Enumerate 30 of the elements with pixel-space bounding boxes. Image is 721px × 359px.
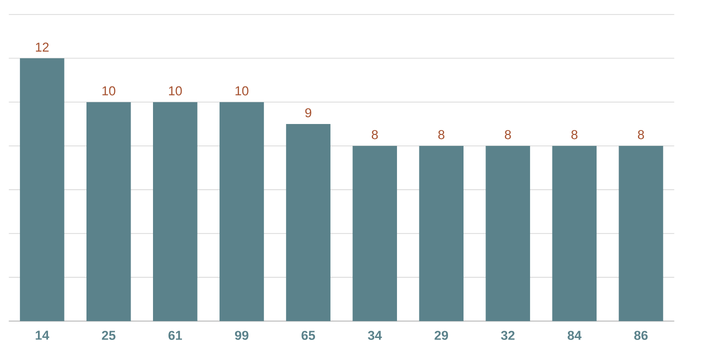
bar xyxy=(20,58,64,322)
bar xyxy=(352,146,397,322)
bar xyxy=(419,146,464,322)
bar xyxy=(220,102,264,322)
bar xyxy=(552,146,597,322)
data-label: 8 xyxy=(372,130,378,140)
x-tick-label: 84 xyxy=(568,330,582,340)
data-label: 8 xyxy=(504,130,511,140)
data-label: 9 xyxy=(305,108,312,118)
bar xyxy=(286,124,330,322)
x-tick-label: 61 xyxy=(168,330,182,340)
bar xyxy=(618,146,664,322)
data-label: 8 xyxy=(571,130,578,140)
x-tick-label: 29 xyxy=(434,330,448,340)
x-tick-label: 25 xyxy=(102,330,116,340)
x-tick-label: 32 xyxy=(501,330,515,340)
x-tick-label: 14 xyxy=(36,330,50,340)
bar xyxy=(486,146,530,322)
data-label: 8 xyxy=(638,130,644,140)
x-tick-label: 86 xyxy=(634,330,648,340)
data-label: 10 xyxy=(236,86,248,96)
bar xyxy=(86,102,131,322)
data-label: 10 xyxy=(102,86,116,96)
bar xyxy=(153,102,198,322)
x-tick-label: 34 xyxy=(368,330,382,340)
data-label: 8 xyxy=(438,130,444,140)
data-label: 12 xyxy=(36,42,49,52)
x-tick-label: 65 xyxy=(302,330,316,340)
data-label: 10 xyxy=(169,86,182,96)
x-tick-label: 99 xyxy=(235,330,248,340)
